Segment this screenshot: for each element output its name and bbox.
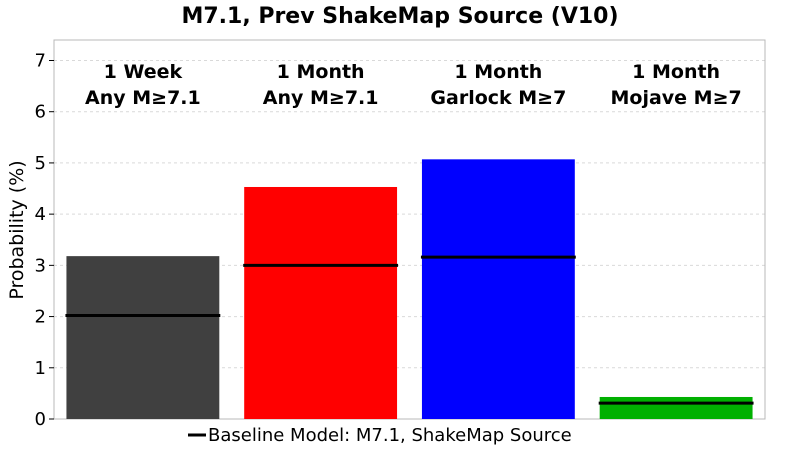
plot-frame [53,39,766,420]
y-tick-label: 1 [35,358,46,379]
legend: Baseline Model: M7.1, ShakeMap Source [188,425,572,446]
category-label-line1: 1 Month [632,61,720,83]
category-label-line2: Mojave M≥7 [611,87,742,109]
category-label-line1: 1 Month [277,61,365,83]
legend-label: Baseline Model: M7.1, ShakeMap Source [208,425,572,446]
y-axis-ticks: 0 1 2 3 4 5 6 7 [35,50,54,430]
baseline-markers [65,255,754,405]
category-label-line1: 1 Week [104,61,183,83]
y-tick-label: 4 [35,204,46,225]
category-label-line1: 1 Month [454,61,542,83]
category-label-line2: Any M≥7.1 [263,87,379,109]
category-label-line2: Any M≥7.1 [85,87,201,109]
y-tick-label: 2 [35,307,46,328]
y-tick-label: 0 [35,409,46,430]
bar [66,256,220,419]
category-label-line2: Garlock M≥7 [430,87,566,109]
category-labels: 1 Week Any M≥7.1 1 Month Any M≥7.1 1 Month Ga… [85,61,742,109]
y-tick-label: 6 [35,102,46,123]
y-tick-label: 7 [35,50,46,71]
bar [421,159,575,419]
bars [66,159,753,419]
chart-title: M7.1, Prev ShakeMap Source (V10) [181,4,618,29]
bar [244,186,398,419]
y-tick-label: 5 [35,153,46,174]
bar [599,396,753,419]
y-axis-label: Probability (%) [6,160,28,299]
y-tick-label: 3 [35,255,46,276]
